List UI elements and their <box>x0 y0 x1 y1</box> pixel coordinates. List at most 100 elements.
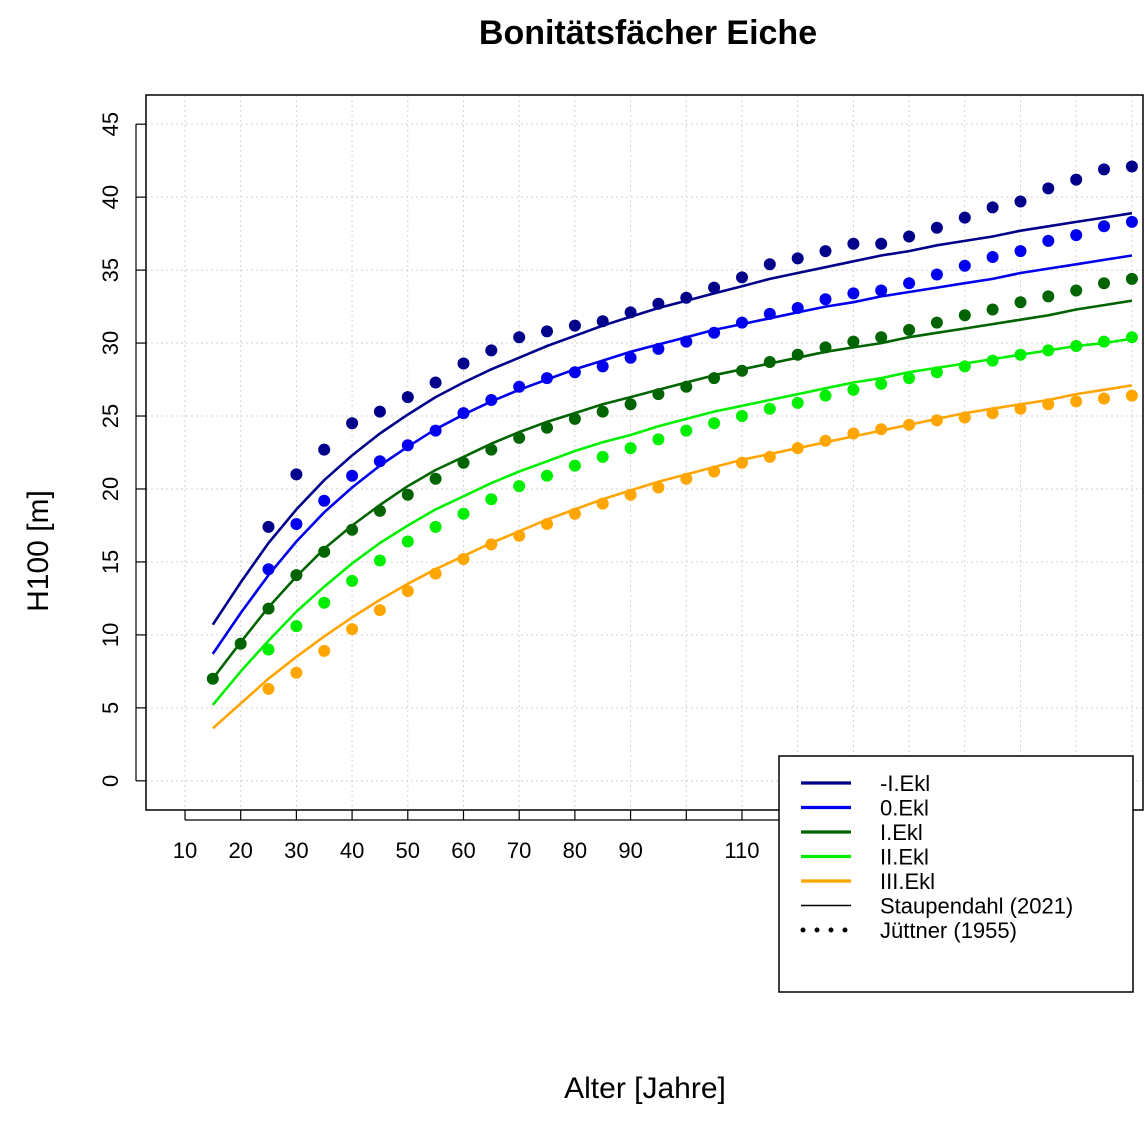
data-point <box>791 348 804 361</box>
data-point <box>903 372 916 385</box>
data-point <box>791 396 804 409</box>
x-tick-label: 60 <box>451 838 475 863</box>
data-point <box>457 507 470 520</box>
data-point <box>930 366 943 379</box>
data-point <box>930 221 943 234</box>
legend-label: Jüttner (1955) <box>880 918 1017 943</box>
legend-label: 0.Ekl <box>880 796 929 821</box>
data-point <box>652 433 665 446</box>
data-point <box>1125 389 1138 402</box>
data-point <box>346 523 359 536</box>
data-point <box>708 326 721 339</box>
data-point <box>596 405 609 418</box>
data-point <box>903 230 916 243</box>
data-point <box>513 529 526 542</box>
data-point <box>930 268 943 281</box>
y-tick-label: 45 <box>98 112 123 136</box>
data-point <box>346 623 359 636</box>
data-point <box>819 341 832 354</box>
data-point <box>373 455 386 468</box>
x-tick-label: 80 <box>563 838 587 863</box>
data-point <box>819 293 832 306</box>
data-point <box>736 271 748 284</box>
data-point <box>652 481 665 494</box>
series-line <box>211 211 1133 626</box>
data-point <box>819 245 832 258</box>
data-point <box>596 360 609 373</box>
series-layer <box>206 160 1138 730</box>
data-point <box>986 201 999 214</box>
data-point <box>1098 163 1110 176</box>
data-point <box>736 410 748 422</box>
data-point <box>318 443 331 456</box>
data-point <box>596 315 609 328</box>
data-point <box>958 411 971 424</box>
data-point <box>1014 195 1027 208</box>
y-tick-label: 35 <box>98 258 123 282</box>
x-tick-label: 20 <box>228 838 252 863</box>
y-tick-label: 30 <box>98 331 123 355</box>
y-tick-label: 0 <box>98 775 123 787</box>
data-point <box>875 377 888 390</box>
data-point <box>763 450 776 463</box>
data-point <box>930 414 943 427</box>
x-tick-label: 90 <box>618 838 642 863</box>
data-point <box>763 356 776 368</box>
data-point <box>958 309 971 322</box>
series-line <box>211 337 1133 706</box>
data-point <box>986 303 999 316</box>
data-point <box>346 574 359 587</box>
data-point <box>1070 173 1083 186</box>
data-point <box>346 417 359 430</box>
data-point <box>624 488 637 501</box>
data-point <box>568 507 581 520</box>
y-tick-label: 40 <box>98 185 123 209</box>
legend-label: II.Ekl <box>880 845 929 870</box>
x-axis-label: Alter [Jahre] <box>564 1072 726 1105</box>
series-line <box>211 299 1133 680</box>
data-point <box>485 443 498 456</box>
data-point <box>958 360 971 373</box>
data-point <box>1070 395 1083 408</box>
chart-title: Bonitätsfächer Eiche <box>479 14 817 52</box>
grid <box>146 95 1143 810</box>
y-tick-label: 5 <box>98 702 123 714</box>
data-point <box>429 520 442 533</box>
data-point <box>401 535 414 548</box>
data-point <box>875 237 888 250</box>
data-point <box>1098 220 1110 233</box>
data-point <box>262 682 275 695</box>
data-point <box>847 335 860 348</box>
plot-frame <box>145 94 1144 811</box>
data-point <box>875 331 888 344</box>
data-point <box>596 497 609 510</box>
data-point <box>541 421 553 434</box>
data-point <box>708 372 721 385</box>
data-point <box>1098 277 1110 290</box>
data-point <box>1125 215 1138 228</box>
data-point <box>791 252 804 265</box>
data-point <box>903 323 916 336</box>
data-point <box>513 431 526 444</box>
data-point <box>485 344 498 357</box>
data-point <box>541 325 553 338</box>
data-point <box>986 251 999 263</box>
data-point <box>346 469 359 482</box>
data-point <box>485 493 498 506</box>
data-point <box>624 442 637 455</box>
data-point <box>680 424 693 437</box>
data-point <box>958 211 971 224</box>
data-point <box>875 423 888 436</box>
data-point <box>568 366 581 379</box>
x-tick-label: 30 <box>284 838 308 863</box>
data-point <box>652 342 665 355</box>
data-point <box>1042 344 1055 357</box>
data-point <box>290 569 303 582</box>
data-point <box>680 380 693 393</box>
data-point <box>847 287 860 300</box>
data-point <box>234 637 247 650</box>
data-point <box>485 538 498 551</box>
data-point <box>318 644 331 657</box>
y-tick-label: 25 <box>98 404 123 428</box>
